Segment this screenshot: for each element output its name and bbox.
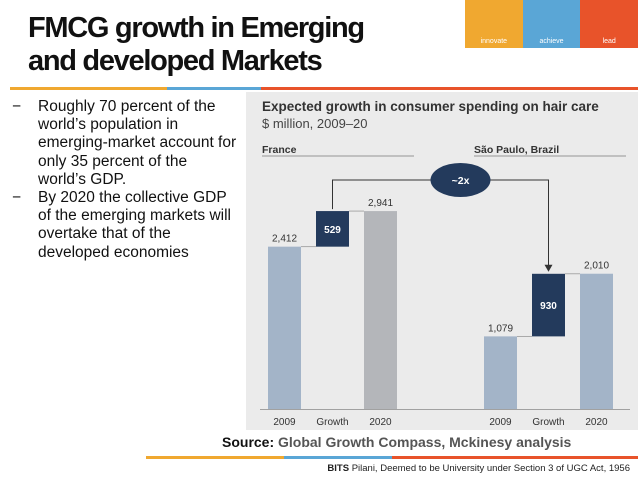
title-line-2: and developed Markets (28, 45, 323, 77)
bullet-text: Roughly 70 percent of the world’s popula… (38, 98, 237, 188)
bar-2009 (268, 246, 301, 409)
chart-svg: Expected growth in consumer spending on … (260, 99, 630, 428)
chart-subtitle: $ million, 2009–20 (262, 116, 368, 131)
logo-word: lead (602, 38, 616, 45)
hair-care-chart: Expected growth in consumer spending on … (246, 92, 638, 430)
bullet-marker: − (12, 189, 22, 207)
logo-segment-achieve: achieve (522, 0, 581, 48)
data-label: 2,941 (368, 198, 393, 209)
data-label: 2,412 (272, 234, 297, 245)
bar-2020 (580, 273, 613, 409)
annotation-label: ~2x (452, 175, 470, 187)
logo-word: innovate (480, 38, 508, 45)
slide-title: FMCG growth in Emerging and developed Ma… (28, 12, 448, 78)
bullet-item: − By 2020 the collective GDP of the emer… (10, 189, 238, 262)
source-text: Global Growth Compass, Mckinesy analysis (278, 434, 572, 450)
logo-segment-innovate: innovate (465, 0, 523, 48)
bullet-text: By 2020 the collective GDP of the emergi… (38, 189, 231, 261)
footer-bold: BITS (327, 463, 350, 474)
logo-banner: innovate achieve lead (465, 0, 638, 48)
bottom-divider (146, 456, 638, 459)
tick-label: 2020 (585, 417, 608, 428)
bullet-list: − Roughly 70 percent of the world’s popu… (10, 98, 238, 262)
bullet-item: − Roughly 70 percent of the world’s popu… (10, 98, 238, 189)
data-label: 529 (324, 225, 341, 236)
bullet-marker: − (12, 98, 22, 115)
tick-label: Growth (316, 417, 348, 428)
annotation-bubble (430, 163, 491, 197)
bar-2020 (364, 211, 397, 409)
bar-2009 (484, 336, 517, 409)
tick-label: 2009 (489, 417, 512, 428)
data-label: 2,010 (584, 261, 609, 272)
chart-title: Expected growth in consumer spending on … (262, 99, 599, 114)
arrow-head (544, 264, 553, 272)
tick-label: 2020 (369, 417, 392, 428)
tick-label: 2009 (273, 417, 296, 428)
footer-rest: Pilani, Deemed to be University under Se… (349, 463, 630, 474)
title-line-1: FMCG growth in Emerging (28, 12, 365, 44)
data-label: 930 (540, 301, 557, 312)
logo-segment-lead: lead (580, 0, 638, 48)
footer-text: BITS Pilani, Deemed to be University und… (327, 463, 630, 474)
top-divider (10, 87, 638, 90)
data-label: 1,079 (488, 323, 513, 334)
tick-label: Growth (532, 417, 564, 428)
logo-word: achieve (539, 38, 564, 45)
source-label: Source: (222, 434, 275, 450)
source-line: Source: Global Growth Compass, Mckinesy … (222, 434, 571, 450)
panel-label: France (262, 144, 297, 156)
bar-growth (316, 211, 349, 247)
panel-label: São Paulo, Brazil (474, 144, 559, 156)
bar-growth (532, 273, 565, 337)
